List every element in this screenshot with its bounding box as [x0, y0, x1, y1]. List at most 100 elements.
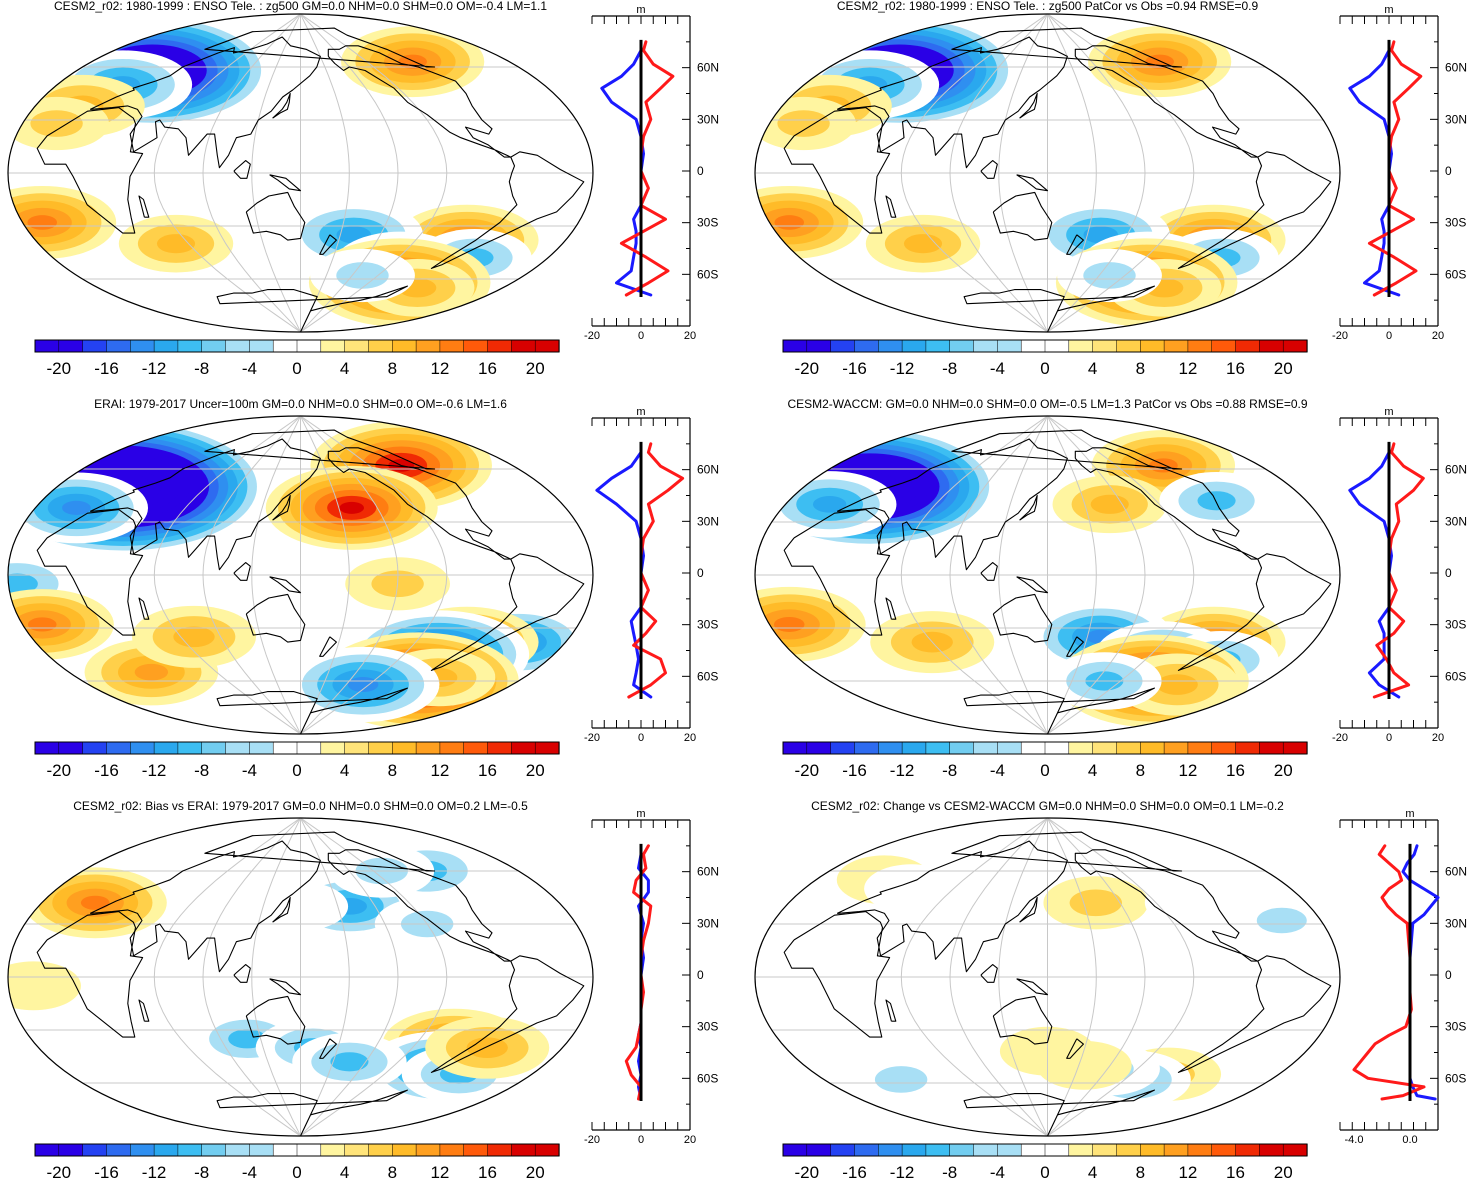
coastline-japan — [272, 92, 291, 119]
anomaly-contour — [80, 895, 110, 910]
x-tick-label: 20 — [1432, 732, 1444, 744]
coastline-eurasia — [836, 438, 1068, 571]
coastline-greenland — [204, 831, 436, 872]
coastline-greenland — [951, 429, 1183, 470]
colorbar-swatch — [487, 741, 512, 755]
colorbar-label: 4 — [1088, 761, 1097, 780]
anomaly-contour — [173, 626, 215, 648]
colorbar-label: 0 — [292, 761, 301, 780]
lat-label: 60N — [697, 61, 719, 75]
x-tick-label: -20 — [584, 732, 600, 744]
colorbar-swatch — [511, 1143, 536, 1157]
graticule — [755, 14, 1340, 332]
colorbar: -20 -16 -12 -8 -4 0 4 8 12 16 20 — [34, 1143, 560, 1182]
colorbar-label: 12 — [430, 1163, 449, 1179]
world-map — [754, 817, 1341, 1137]
colorbar-swatch — [782, 741, 808, 755]
colorbar-frame — [34, 1143, 560, 1157]
colorbar-swatch — [1211, 741, 1237, 755]
meridian-line — [998, 818, 1048, 1136]
lat-label: 0 — [1445, 164, 1452, 178]
coastline-newguinea — [1016, 576, 1049, 594]
lat-label: 30S — [697, 618, 718, 632]
colorbar-label: -8 — [942, 761, 957, 780]
colorbar-label: -4 — [242, 359, 257, 378]
colorbar-swatch — [806, 339, 832, 353]
colorbar-swatch — [296, 741, 322, 755]
coastlines — [783, 831, 1332, 1136]
coastline-greenland — [951, 27, 1183, 68]
colorbar-label: -16 — [842, 359, 867, 378]
anomaly-field — [8, 14, 539, 327]
profile-line-positive — [1367, 40, 1423, 297]
coastline-newzealand — [319, 636, 337, 657]
meridian-line — [949, 818, 1048, 1136]
colorbar-label: -4 — [990, 359, 1005, 378]
colorbar-swatch — [106, 1143, 131, 1157]
coastline-eurasia — [89, 36, 321, 169]
lat-label: 30S — [1445, 618, 1466, 632]
colorbar-swatch — [901, 741, 927, 755]
colorbar-swatch — [130, 741, 155, 755]
anomaly-contour — [8, 573, 38, 595]
coastline-africa — [783, 509, 891, 636]
units-label: m — [636, 808, 645, 820]
meridian-line — [949, 416, 1048, 734]
colorbar-swatch — [320, 339, 346, 353]
map-border — [754, 415, 1341, 735]
colorbar-swatch — [878, 339, 903, 353]
colorbar-swatch — [1163, 741, 1189, 755]
colorbar-swatch — [487, 1143, 512, 1157]
colorbar-frame — [782, 1143, 1308, 1157]
meridian-line — [1047, 14, 1195, 332]
coastline-madagascar — [138, 195, 150, 218]
coastline-africa — [36, 107, 144, 234]
colorbar-label: -4 — [242, 1163, 257, 1179]
coastline-newzealand — [319, 1038, 337, 1059]
colorbar-swatch — [782, 1143, 808, 1157]
meridian-line — [202, 818, 301, 1136]
colorbar-swatch — [901, 339, 927, 353]
colorbar-label: -4 — [990, 761, 1005, 780]
x-tick-label: -4.0 — [1345, 1134, 1364, 1146]
x-tick-label: 0 — [638, 1134, 644, 1146]
colorbar-swatch — [511, 741, 536, 755]
coastline-samerica — [1177, 553, 1332, 671]
coastline-antarctica — [216, 687, 408, 734]
coastline-antarctica — [963, 285, 1155, 332]
lat-label: 30S — [697, 1020, 718, 1034]
colorbar-swatch — [534, 339, 560, 353]
colorbar-swatch — [249, 741, 274, 755]
colorbar-frame — [782, 339, 1308, 353]
colorbar-swatch — [34, 339, 60, 353]
colorbar-label: 4 — [340, 1163, 349, 1179]
coastline-newzealand — [1066, 636, 1084, 657]
coastline-borneo — [233, 964, 251, 983]
colorbar-swatch — [1187, 741, 1213, 755]
colorbar-label: 20 — [526, 1163, 545, 1179]
meridian-line — [300, 416, 448, 734]
colorbar-swatch — [1140, 1143, 1165, 1157]
colorbar-label: 8 — [388, 359, 397, 378]
x-tick-label: -20 — [584, 1134, 600, 1146]
colorbar-label: -20 — [795, 761, 820, 780]
meridian-line — [900, 14, 1048, 332]
colorbar-label: 20 — [526, 359, 545, 378]
coastline-newguinea — [269, 978, 302, 996]
colorbar-swatch — [249, 339, 274, 353]
meridian-line — [998, 14, 1048, 332]
colorbar-swatch — [415, 741, 441, 755]
coastline-madagascar — [885, 597, 897, 620]
coastline-namerica — [327, 849, 512, 962]
profile-line-positive — [1372, 442, 1425, 699]
colorbar-swatch — [106, 741, 131, 755]
colorbar-swatch — [463, 1143, 489, 1157]
map-border — [7, 415, 594, 735]
coastline-antarctica — [963, 1089, 1155, 1136]
coastline-borneo — [980, 160, 998, 179]
anomaly-contour — [774, 215, 805, 230]
colorbar-swatch — [344, 741, 370, 755]
colorbar-label: 8 — [388, 1163, 397, 1179]
colorbar-swatch — [1044, 1143, 1070, 1157]
colorbar-swatch — [1116, 741, 1141, 755]
